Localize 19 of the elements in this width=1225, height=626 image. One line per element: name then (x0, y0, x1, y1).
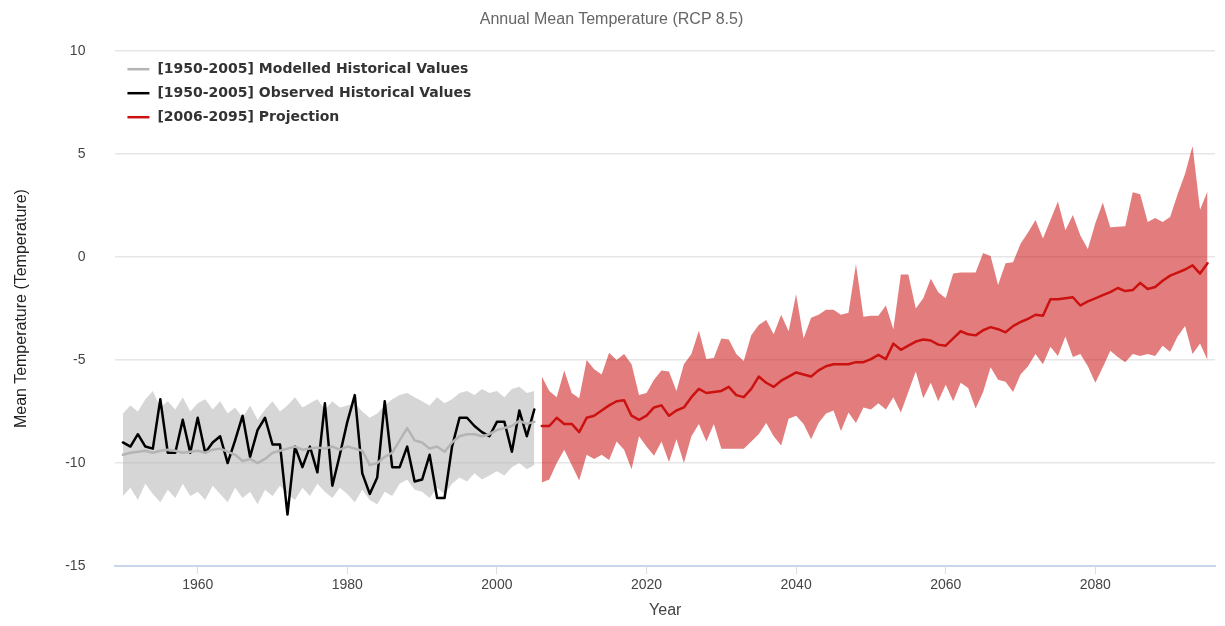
legend-label: [1950-2005] Observed Historical Values (157, 83, 472, 100)
y-tick-label: -15 (65, 556, 86, 573)
x-axis-title: Year (649, 600, 683, 618)
x-tick-label: 1960 (182, 576, 214, 593)
x-tick-label: 1980 (331, 576, 364, 593)
x-tick-label: 2080 (1079, 576, 1112, 593)
x-tick-label: 2000 (481, 576, 513, 593)
y-tick-label: -5 (72, 350, 86, 367)
y-tick-label: 10 (69, 42, 86, 59)
y-axis-title: Mean Temperature (Temperature) (12, 189, 30, 429)
y-tick-label: 0 (77, 247, 86, 264)
x-tick-label: 2060 (930, 576, 962, 593)
y-tick-label: 5 (77, 145, 86, 162)
legend-label: [1950-2005] Modelled Historical Values (157, 59, 469, 76)
x-tick-label: 2040 (780, 576, 812, 593)
chart-title: Annual Mean Temperature (RCP 8.5) (479, 10, 744, 28)
y-tick-label: -10 (65, 453, 86, 470)
legend-label: [2006-2095] Projection (157, 107, 340, 124)
x-tick-label: 2020 (630, 576, 663, 593)
